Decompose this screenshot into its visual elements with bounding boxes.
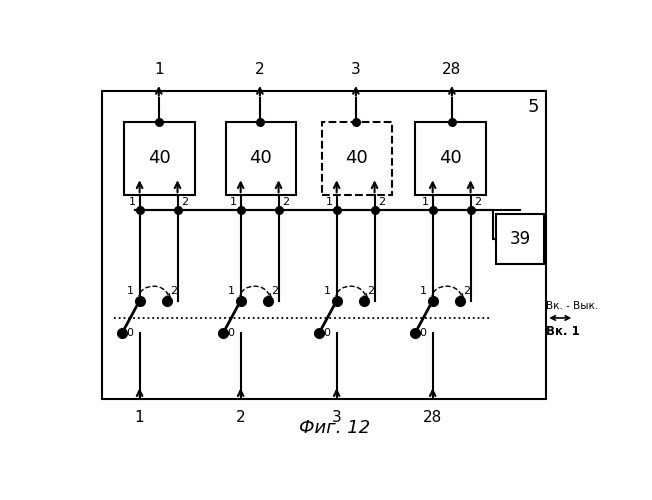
- Text: 2: 2: [271, 286, 278, 296]
- Text: 2: 2: [170, 286, 177, 296]
- Bar: [496, 214, 544, 264]
- Text: Вк. - Вык.: Вк. - Вык.: [546, 301, 599, 311]
- Text: Вк. 1: Вк. 1: [546, 325, 580, 338]
- Text: 1: 1: [135, 410, 145, 426]
- Text: 28: 28: [442, 62, 462, 78]
- Text: 1: 1: [422, 196, 428, 206]
- Bar: [102, 91, 546, 399]
- Text: 2: 2: [236, 410, 246, 426]
- Text: 40: 40: [439, 149, 462, 167]
- Bar: [226, 122, 296, 194]
- Text: 1: 1: [126, 286, 134, 296]
- Text: 1: 1: [228, 286, 235, 296]
- Text: 0: 0: [323, 328, 330, 338]
- Text: Фиг. 12: Фиг. 12: [299, 420, 370, 438]
- Text: 40: 40: [250, 149, 273, 167]
- Text: 3: 3: [351, 62, 361, 78]
- Bar: [125, 122, 195, 194]
- Text: 1: 1: [230, 196, 237, 206]
- Text: 2: 2: [463, 286, 470, 296]
- Text: 39: 39: [509, 230, 531, 248]
- Text: 2: 2: [475, 196, 482, 206]
- Text: 5: 5: [527, 98, 539, 116]
- Text: 2: 2: [379, 196, 386, 206]
- Text: 2: 2: [282, 196, 289, 206]
- Text: 40: 40: [149, 149, 171, 167]
- Text: 2: 2: [367, 286, 374, 296]
- Text: 1: 1: [323, 286, 331, 296]
- Bar: [415, 122, 486, 194]
- Text: 2: 2: [255, 62, 265, 78]
- Bar: [321, 122, 393, 194]
- Text: 1: 1: [128, 196, 136, 206]
- Text: 1: 1: [420, 286, 426, 296]
- Text: 3: 3: [332, 410, 342, 426]
- Text: 0: 0: [419, 328, 426, 338]
- Text: 0: 0: [227, 328, 234, 338]
- Text: 1: 1: [154, 62, 164, 78]
- Text: 40: 40: [346, 149, 368, 167]
- Text: 2: 2: [181, 196, 188, 206]
- Text: 1: 1: [325, 196, 333, 206]
- Text: 28: 28: [423, 410, 442, 426]
- Text: 0: 0: [126, 328, 133, 338]
